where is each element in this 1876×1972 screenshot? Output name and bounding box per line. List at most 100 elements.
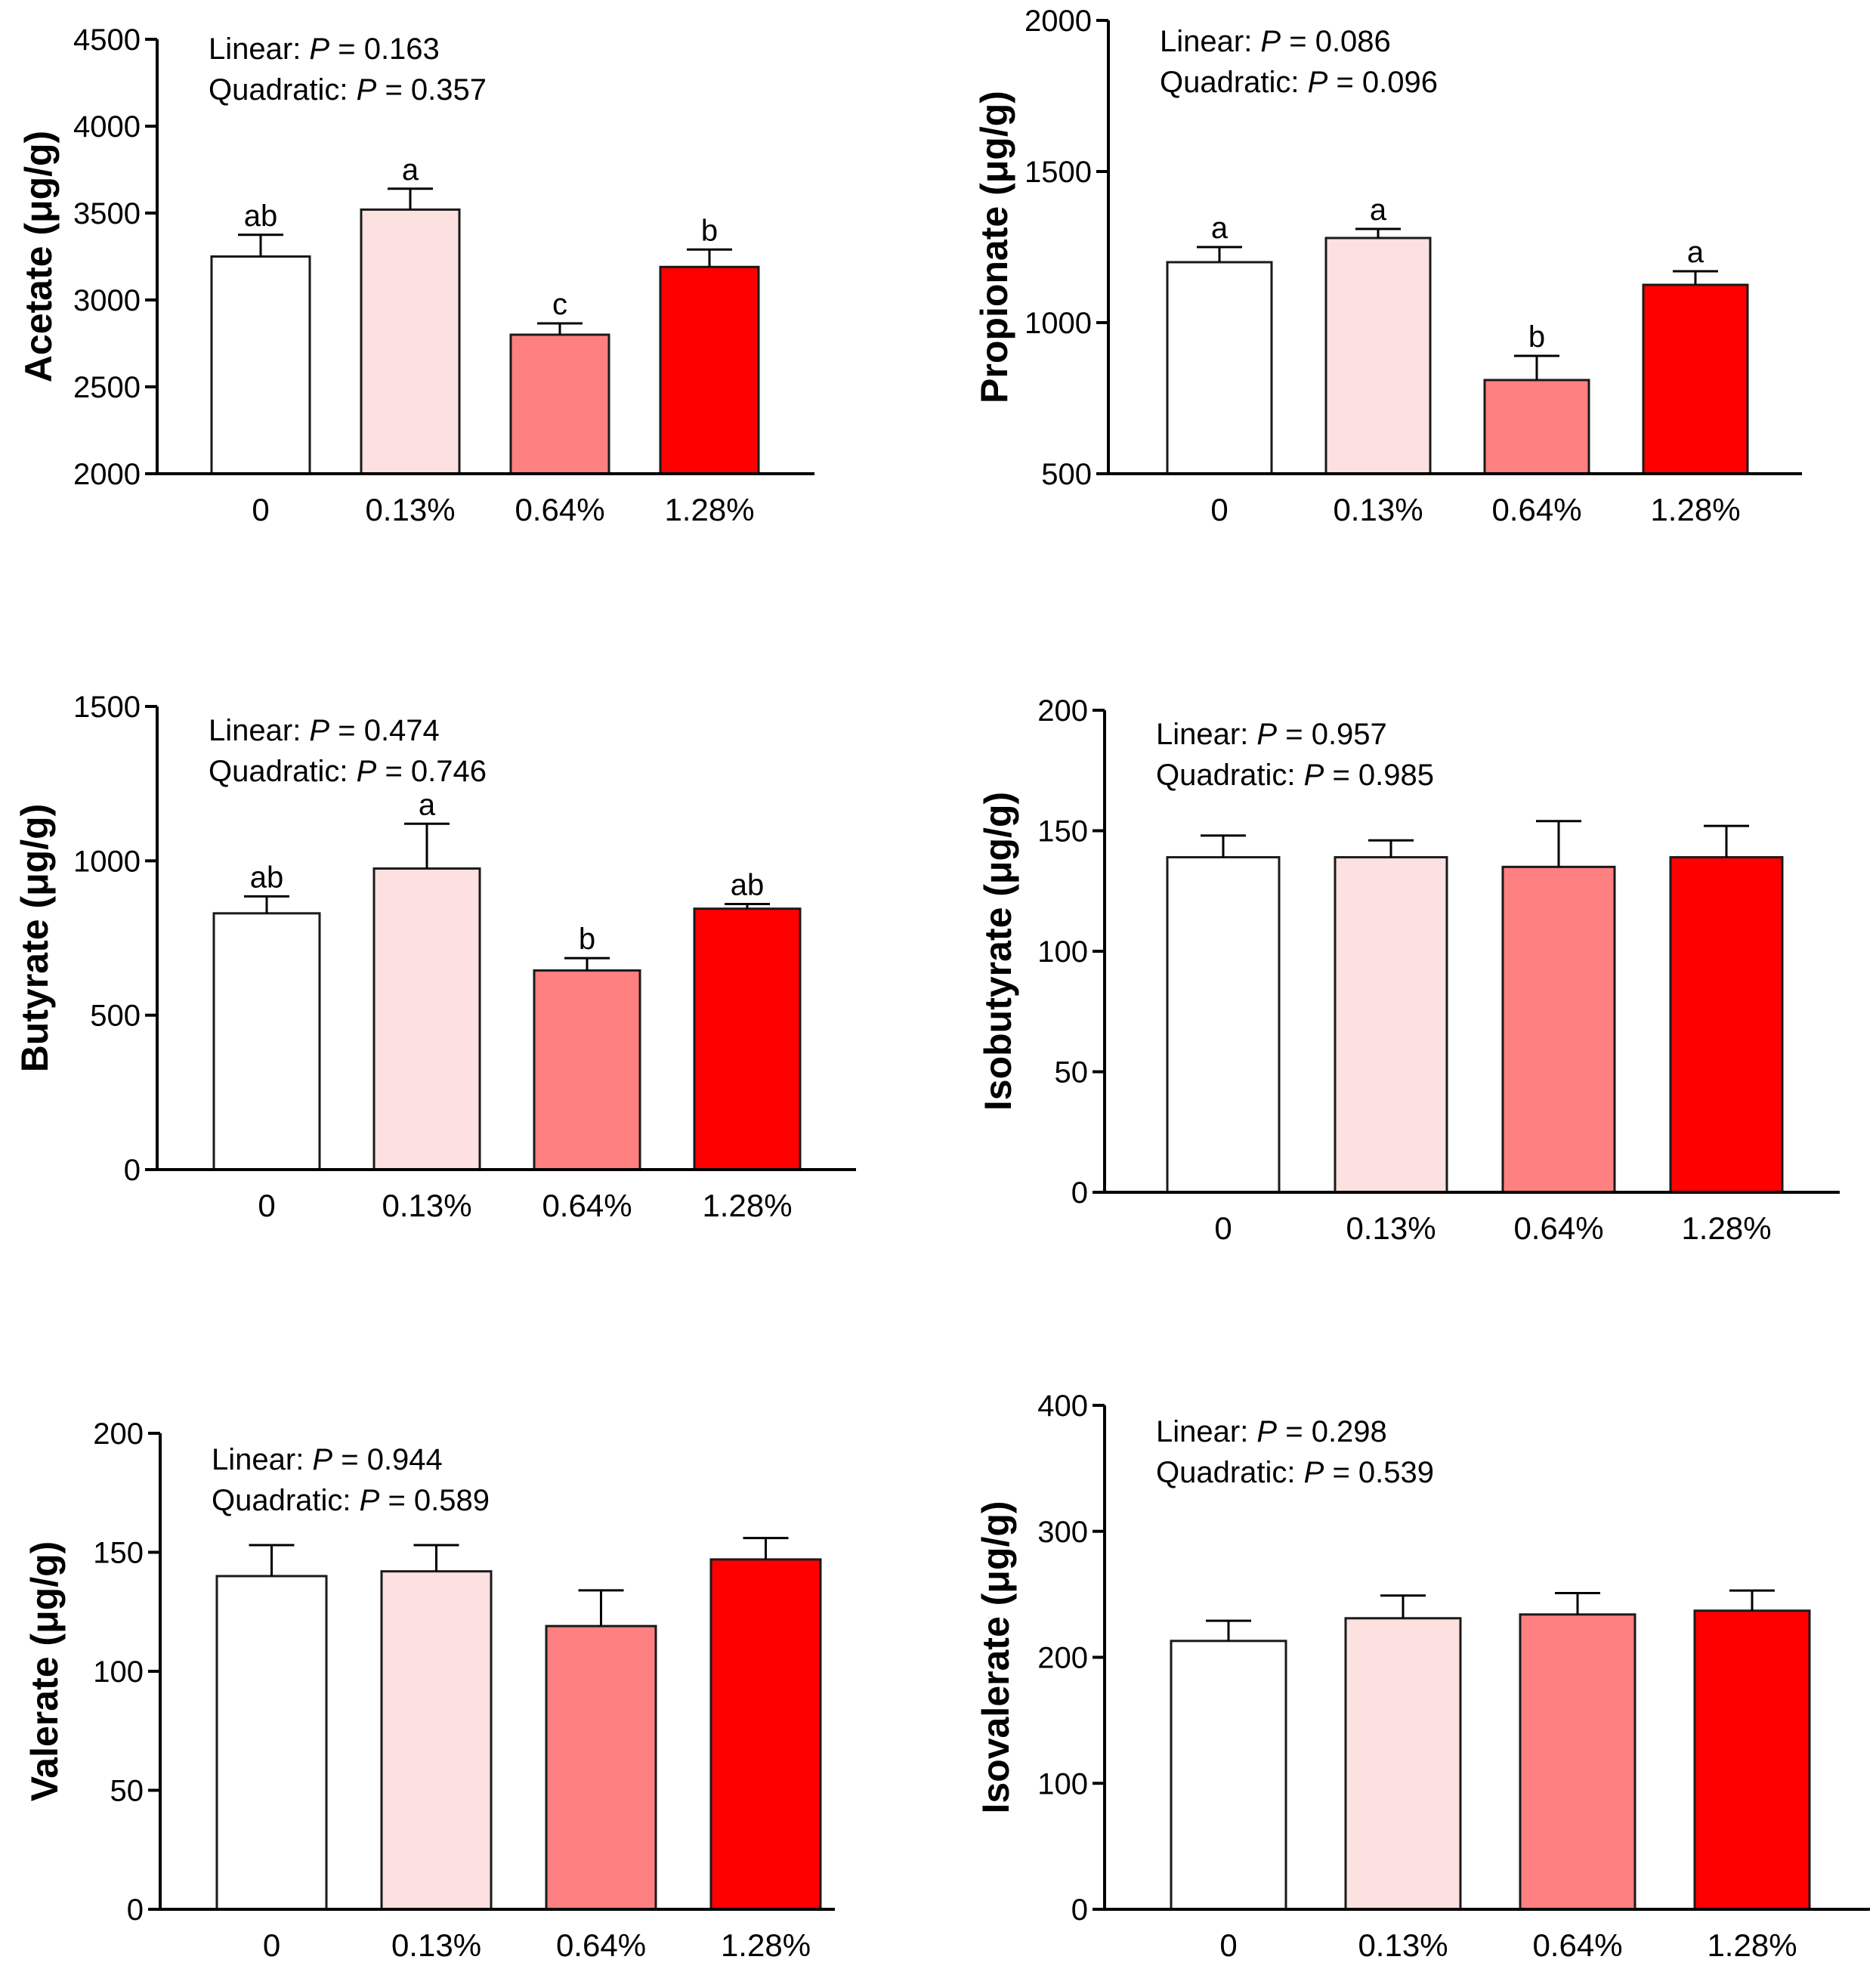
category-label-4: 1.28% — [664, 492, 754, 527]
linear-p-text: Linear: P = 0.944 — [212, 1443, 443, 1476]
y-tick-label: 100 — [1037, 935, 1088, 969]
category-label-2: 0.13% — [1358, 1927, 1448, 1963]
y-tick-label: 3500 — [73, 197, 141, 230]
y-tick-label: 50 — [1055, 1056, 1089, 1090]
y-tick-label: 150 — [93, 1537, 144, 1570]
linear-p-text: Linear: P = 0.298 — [1156, 1415, 1387, 1448]
quadratic-p-text: Quadratic: P = 0.539 — [1156, 1456, 1434, 1489]
y-tick-label: 100 — [1037, 1767, 1088, 1800]
quadratic-p-text: Quadratic: P = 0.589 — [212, 1484, 490, 1517]
category-label-2: 0.13% — [382, 1188, 471, 1223]
y-tick-label: 200 — [1037, 1642, 1088, 1675]
quadratic-p-text: Quadratic: P = 0.746 — [209, 755, 487, 788]
panel-acetate: ab 0 a 0.13% c 0.64% b 1.28% 2000 2500 3000 3500 400… — [17, 23, 814, 527]
category-label-1: 0 — [263, 1927, 280, 1963]
category-label-1: 0 — [252, 492, 269, 527]
panel-butyrate: ab 0 a 0.13% b 0.64% ab 1.28% 0 500 1000 1500 Butyra… — [14, 691, 856, 1223]
y-tick-label: 0 — [127, 1893, 144, 1927]
bar-3 — [1519, 1613, 1636, 1911]
category-label-2: 0.13% — [1333, 492, 1423, 527]
y-tick-label: 150 — [1037, 815, 1088, 848]
significance-letter-2: a — [1370, 193, 1387, 227]
significance-letter-1: ab — [250, 861, 284, 894]
y-tick-label: 300 — [1037, 1516, 1088, 1549]
category-label-3: 0.64% — [542, 1188, 632, 1223]
bar-3 — [509, 333, 610, 475]
category-label-1: 0 — [1214, 1210, 1232, 1246]
category-label-1: 0 — [1210, 492, 1228, 527]
quadratic-p-text: Quadratic: P = 0.357 — [209, 73, 487, 107]
category-label-4: 1.28% — [702, 1188, 792, 1223]
bar-2 — [360, 208, 461, 475]
significance-letter-4: a — [1687, 236, 1704, 269]
y-tick-label: 4000 — [73, 110, 141, 144]
bar-2 — [1324, 236, 1432, 475]
category-label-2: 0.13% — [365, 492, 455, 527]
bar-1 — [212, 912, 321, 1171]
category-label-3: 0.64% — [556, 1927, 646, 1963]
category-label-3: 0.64% — [515, 492, 604, 527]
bar-1 — [215, 1575, 328, 1911]
y-tick-label: 3000 — [73, 284, 141, 317]
y-tick-label: 50 — [110, 1775, 144, 1808]
bar-3 — [545, 1624, 657, 1911]
category-label-4: 1.28% — [1650, 492, 1740, 527]
y-axis-title: Acetate (μg/g) — [17, 131, 60, 382]
bar-2 — [372, 867, 481, 1171]
linear-p-text: Linear: P = 0.474 — [209, 714, 440, 747]
panel-valerate: 0 0.13% 0.64% 1.28% 0 50 100 150 200 Valerate (μg… — [23, 1417, 835, 1963]
bar-3 — [1501, 865, 1616, 1194]
bar-4 — [693, 907, 802, 1171]
significance-letter-3: b — [1528, 320, 1545, 354]
y-tick-label: 200 — [93, 1417, 144, 1451]
significance-letter-1: a — [1211, 212, 1229, 245]
y-tick-label: 100 — [93, 1655, 144, 1689]
panel-propionate: a 0 a 0.13% b 0.64% a 1.28% 500 1000 1500 2000 Propi… — [973, 5, 1802, 527]
y-axis-title: Isobutyrate (μg/g) — [977, 792, 1019, 1111]
y-tick-label: 2000 — [1025, 5, 1092, 38]
significance-letter-4: ab — [731, 869, 765, 902]
y-tick-label: 0 — [124, 1154, 141, 1187]
quadratic-p-text: Quadratic: P = 0.096 — [1160, 66, 1438, 99]
quadratic-p-text: Quadratic: P = 0.985 — [1156, 759, 1434, 792]
category-label-3: 0.64% — [1491, 492, 1581, 527]
bar-4 — [1642, 283, 1749, 475]
significance-letter-1: ab — [244, 199, 278, 233]
bar-1 — [210, 255, 311, 475]
category-label-2: 0.13% — [1346, 1210, 1436, 1246]
linear-p-text: Linear: P = 0.086 — [1160, 25, 1391, 58]
significance-letter-4: b — [701, 214, 718, 247]
y-axis-title: Butyrate (μg/g) — [14, 804, 56, 1073]
bar-2 — [380, 1570, 493, 1911]
panel-isobutyrate: 0 0.13% 0.64% 1.28% 0 50 100 150 200 Isobutyrate … — [977, 694, 1840, 1246]
bar-1 — [1170, 1640, 1287, 1911]
bar-4 — [659, 265, 760, 475]
category-label-1: 0 — [1219, 1927, 1237, 1963]
y-tick-label: 1500 — [1025, 156, 1092, 189]
y-tick-label: 500 — [1041, 458, 1092, 491]
bar-2 — [1344, 1617, 1462, 1911]
y-tick-label: 0 — [1071, 1893, 1088, 1927]
bar-1 — [1166, 856, 1281, 1194]
y-tick-label: 2500 — [73, 371, 141, 404]
significance-letter-2: a — [402, 153, 419, 187]
bar-3 — [1483, 379, 1590, 475]
category-label-4: 1.28% — [1681, 1210, 1771, 1246]
significance-letter-3: c — [552, 288, 567, 321]
y-tick-label: 1000 — [1025, 307, 1092, 340]
bar-4 — [1693, 1609, 1811, 1911]
category-label-4: 1.28% — [1707, 1927, 1797, 1963]
significance-letter-3: b — [579, 923, 595, 956]
panel-isovalerate: 0 0.13% 0.64% 1.28% 0 100 200 300 400 Isovalerate… — [975, 1389, 1870, 1963]
y-tick-label: 2000 — [73, 458, 141, 491]
y-tick-label: 200 — [1037, 694, 1088, 728]
category-label-3: 0.64% — [1532, 1927, 1622, 1963]
linear-p-text: Linear: P = 0.163 — [209, 32, 440, 66]
y-tick-label: 1500 — [73, 691, 141, 724]
category-label-3: 0.64% — [1513, 1210, 1603, 1246]
bar-3 — [533, 969, 641, 1171]
y-axis-title: Propionate (μg/g) — [973, 91, 1015, 403]
bar-2 — [1334, 856, 1448, 1194]
significance-letter-2: a — [419, 788, 436, 821]
